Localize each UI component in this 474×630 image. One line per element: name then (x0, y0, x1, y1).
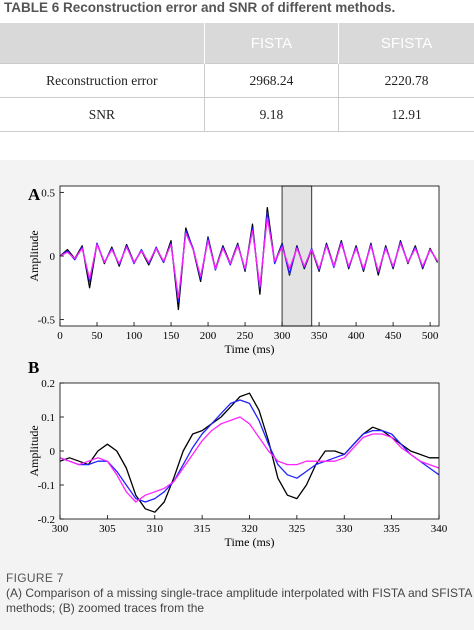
header-sfista: SFISTA (338, 23, 474, 64)
x-tick-label-a: 300 (274, 330, 291, 342)
cell-sfista: 2220.78 (338, 63, 474, 98)
x-tick-label-a: 400 (348, 330, 365, 342)
y-axis-label-b: Amplitude (27, 425, 41, 476)
x-tick-label-b: 330 (336, 523, 353, 535)
x-tick-label-a: 450 (385, 330, 402, 342)
results-table: FISTA SFISTA Reconstruction error 2968.2… (0, 23, 474, 132)
panel-label-b: B (28, 358, 39, 377)
row-label: SNR (0, 97, 205, 132)
y-tick-label-b: -0.2 (38, 514, 55, 526)
plot-area-a (60, 186, 439, 326)
x-tick-label-b: 300 (52, 523, 69, 535)
y-tick-label-b: -0.1 (38, 480, 55, 492)
figure-label: FIGURE 7 (6, 571, 64, 585)
y-tick-label-a: -0.5 (38, 315, 56, 327)
figure-caption: (A) Comparison of a missing single-trace… (6, 586, 472, 615)
x-axis-label-a: Time (ms) (225, 342, 275, 356)
chart-a: 0 50 100 150 200 250 300 350 400 450 5000.50-0.5Ti… (27, 185, 440, 356)
y-tick-label-b: 0.1 (41, 412, 55, 424)
row-label: Reconstruction error (0, 63, 205, 98)
y-tick-label-b: 0 (50, 446, 56, 458)
chart-b: 300 305 310 315 320 325 330 335 340 0.2 0.1 0 -0.1 -0… (27, 378, 448, 549)
y-tick-label-b: 0.2 (41, 378, 55, 390)
x-tick-label-a: 0 (57, 330, 63, 342)
x-tick-label-b: 325 (289, 523, 306, 535)
series-line-a-2 (59, 217, 439, 299)
x-tick-label-b: 340 (431, 523, 448, 535)
x-tick-label-a: 50 (92, 330, 104, 342)
x-tick-label-a: 200 (200, 330, 217, 342)
panel-label-a: A (28, 185, 41, 204)
y-tick-label-a: 0 (50, 251, 56, 263)
x-tick-label-a: 350 (311, 330, 328, 342)
plot-area-b (60, 383, 439, 519)
x-axis-label-b: Time (ms) (225, 535, 275, 549)
cell-sfista: 12.91 (338, 97, 474, 132)
table-row: Reconstruction error 2968.24 2220.78 (0, 63, 474, 98)
x-tick-label-b: 315 (194, 523, 211, 535)
x-tick-label-a: 250 (237, 330, 254, 342)
y-axis-label-a: Amplitude (27, 230, 41, 281)
x-tick-label-a: 100 (126, 330, 143, 342)
highlight-window (281, 185, 313, 327)
cell-fista: 9.18 (204, 97, 340, 132)
x-tick-label-b: 310 (147, 523, 164, 535)
header-fista: FISTA (204, 23, 340, 64)
table-row: SNR 9.18 12.91 (0, 97, 474, 132)
y-tick-label-a: 0.5 (41, 187, 55, 199)
series-line-b-1 (59, 399, 440, 503)
x-tick-label-a: 150 (163, 330, 180, 342)
x-tick-label-b: 320 (241, 523, 258, 535)
x-tick-label-a: 500 (422, 330, 439, 342)
cell-fista: 2968.24 (204, 63, 340, 98)
x-tick-label-b: 335 (383, 523, 400, 535)
table-title: TABLE 6 Reconstruction error and SNR of … (4, 0, 396, 15)
series-line-b-2 (59, 416, 440, 503)
series-line-b-0 (59, 392, 439, 513)
x-tick-label-b: 305 (99, 523, 116, 535)
table-header-row: FISTA SFISTA (0, 23, 474, 64)
header-empty (0, 23, 205, 64)
figure-svg: A B 0 50 100 150 200 250 300 350 400 450 5000.50-0… (27, 185, 448, 549)
